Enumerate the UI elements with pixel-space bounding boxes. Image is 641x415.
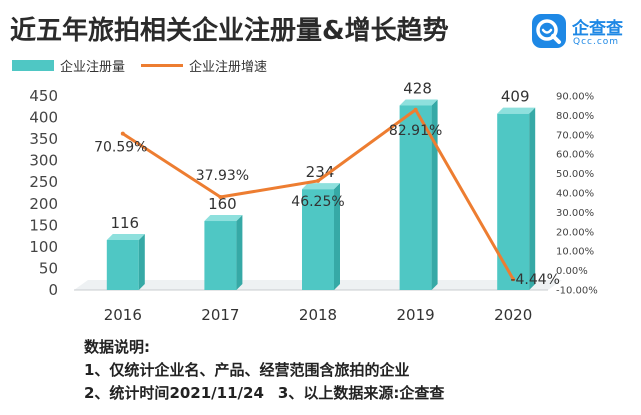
y-right-tick-label: 30.00% — [556, 208, 594, 219]
y-left-tick-label: 0 — [48, 281, 58, 299]
x-tick-label: 2020 — [494, 306, 532, 324]
brand-url: Qcc.com — [573, 37, 620, 47]
x-tick-label: 2019 — [397, 306, 435, 324]
bar-data-label: 160 — [208, 195, 237, 213]
growth-data-label: 46.25% — [291, 194, 344, 210]
y-right-tick-label: 60.00% — [556, 150, 594, 161]
bar-side — [529, 107, 536, 290]
y-right-tick-label: 10.00% — [556, 247, 594, 258]
bar-side — [138, 233, 145, 290]
bar — [302, 189, 334, 290]
bar-top — [106, 233, 145, 240]
brand-logo: 企查查 Qcc.com — [532, 12, 632, 52]
y-right-tick-label: 40.00% — [556, 189, 594, 200]
bar-data-label: 428 — [403, 79, 432, 97]
growth-point — [413, 107, 418, 112]
bar-top — [302, 183, 340, 190]
growth-data-label: 37.93% — [196, 168, 249, 184]
bar-top — [204, 215, 243, 222]
legend-bar-swatch — [12, 59, 54, 71]
bar-side — [334, 183, 340, 290]
y-right-tick-label: 50.00% — [556, 169, 594, 180]
legend-bar-label: 企业注册量 — [60, 59, 126, 75]
growth-point — [120, 131, 125, 136]
growth-data-label: -4.44% — [510, 272, 560, 288]
y-right-tick-label: 90.00% — [556, 92, 594, 103]
bar — [106, 239, 139, 290]
notes-line-2: 2、统计时间2021/11/24 3、以上数据来源:企查查 — [84, 382, 444, 405]
chart-legend: 企业注册量 企业注册增速 — [12, 54, 283, 76]
notes-heading: 数据说明: — [84, 338, 150, 356]
growth-data-label: 82.91% — [389, 123, 442, 139]
bar-data-label: 116 — [110, 214, 139, 232]
data-notes: 数据说明: 1、仅统计企业名、产品、经营范围含旅拍的企业 2、统计时间2021/… — [84, 336, 444, 405]
y-left-tick-label: 200 — [29, 195, 58, 213]
legend-line-label: 企业注册增速 — [189, 59, 268, 75]
bar-top — [399, 99, 438, 106]
notes-line-2b: 3、以上数据来源:企查查 — [277, 384, 445, 402]
bar — [399, 105, 432, 291]
legend-item-line: 企业注册增速 — [141, 56, 267, 75]
growth-point — [218, 195, 223, 200]
y-left-tick-label: 150 — [29, 216, 58, 234]
x-tick-label: 2017 — [201, 306, 239, 324]
y-right-tick-label: -10.00% — [556, 286, 598, 297]
x-tick-label: 2016 — [104, 306, 142, 324]
notes-line-2a: 2、统计时间2021/11/24 — [84, 384, 264, 402]
legend-line-swatch — [141, 63, 184, 67]
y-left-tick-label: 300 — [29, 152, 58, 170]
y-right-tick-label: 0.00% — [556, 266, 588, 277]
x-tick-label: 2018 — [299, 306, 337, 324]
growth-point — [511, 277, 516, 282]
y-right-tick-label: 20.00% — [556, 227, 594, 238]
bar-top — [497, 107, 536, 114]
y-left-tick-label: 450 — [29, 87, 58, 105]
bar-side — [236, 215, 243, 290]
y-left-tick-label: 400 — [29, 109, 58, 127]
bar — [204, 221, 237, 290]
bar-data-label: 234 — [306, 163, 335, 181]
brand-name: 企查查 — [572, 19, 623, 39]
y-right-tick-label: 80.00% — [556, 111, 594, 122]
chart-title: 近五年旅拍相关企业注册量&增长趋势 — [10, 16, 449, 46]
bar-data-label: 409 — [501, 88, 530, 106]
qcc-logo-icon — [532, 14, 566, 48]
legend-item-bar: 企业注册量 — [12, 56, 125, 75]
y-left-tick-label: 50 — [39, 259, 58, 277]
growth-point — [316, 178, 320, 183]
y-left-tick-label: 350 — [29, 130, 58, 148]
bar — [497, 113, 530, 290]
notes-line-1: 1、仅统计企业名、产品、经营范围含旅拍的企业 — [84, 361, 410, 379]
growth-data-label: 70.59% — [94, 140, 147, 156]
y-right-tick-label: 70.00% — [556, 130, 594, 141]
y-left-tick-label: 250 — [29, 173, 58, 191]
y-left-tick-label: 100 — [29, 238, 58, 256]
